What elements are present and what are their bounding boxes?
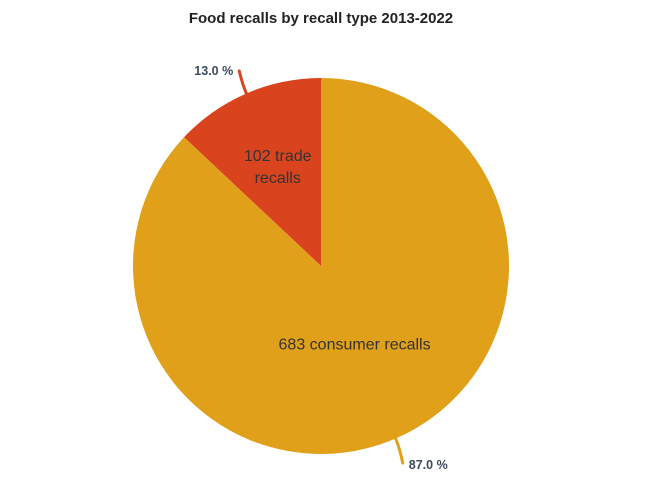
pie-slice [184, 78, 321, 266]
pie: 102 trade recalls 13.0 % 683 consumer recal… [132, 64, 510, 472]
leader-line [394, 437, 405, 465]
percent-label: 87.0 % [409, 458, 448, 472]
slice-label: 683 consumer recalls [279, 337, 431, 354]
slice-label: 102 trade recalls [244, 148, 312, 187]
pie-slice [132, 78, 510, 454]
leader-line [237, 69, 248, 95]
percent-label: 13.0 % [194, 64, 233, 78]
chart-title: Food recalls by recall type 2013-2022 [189, 10, 453, 27]
